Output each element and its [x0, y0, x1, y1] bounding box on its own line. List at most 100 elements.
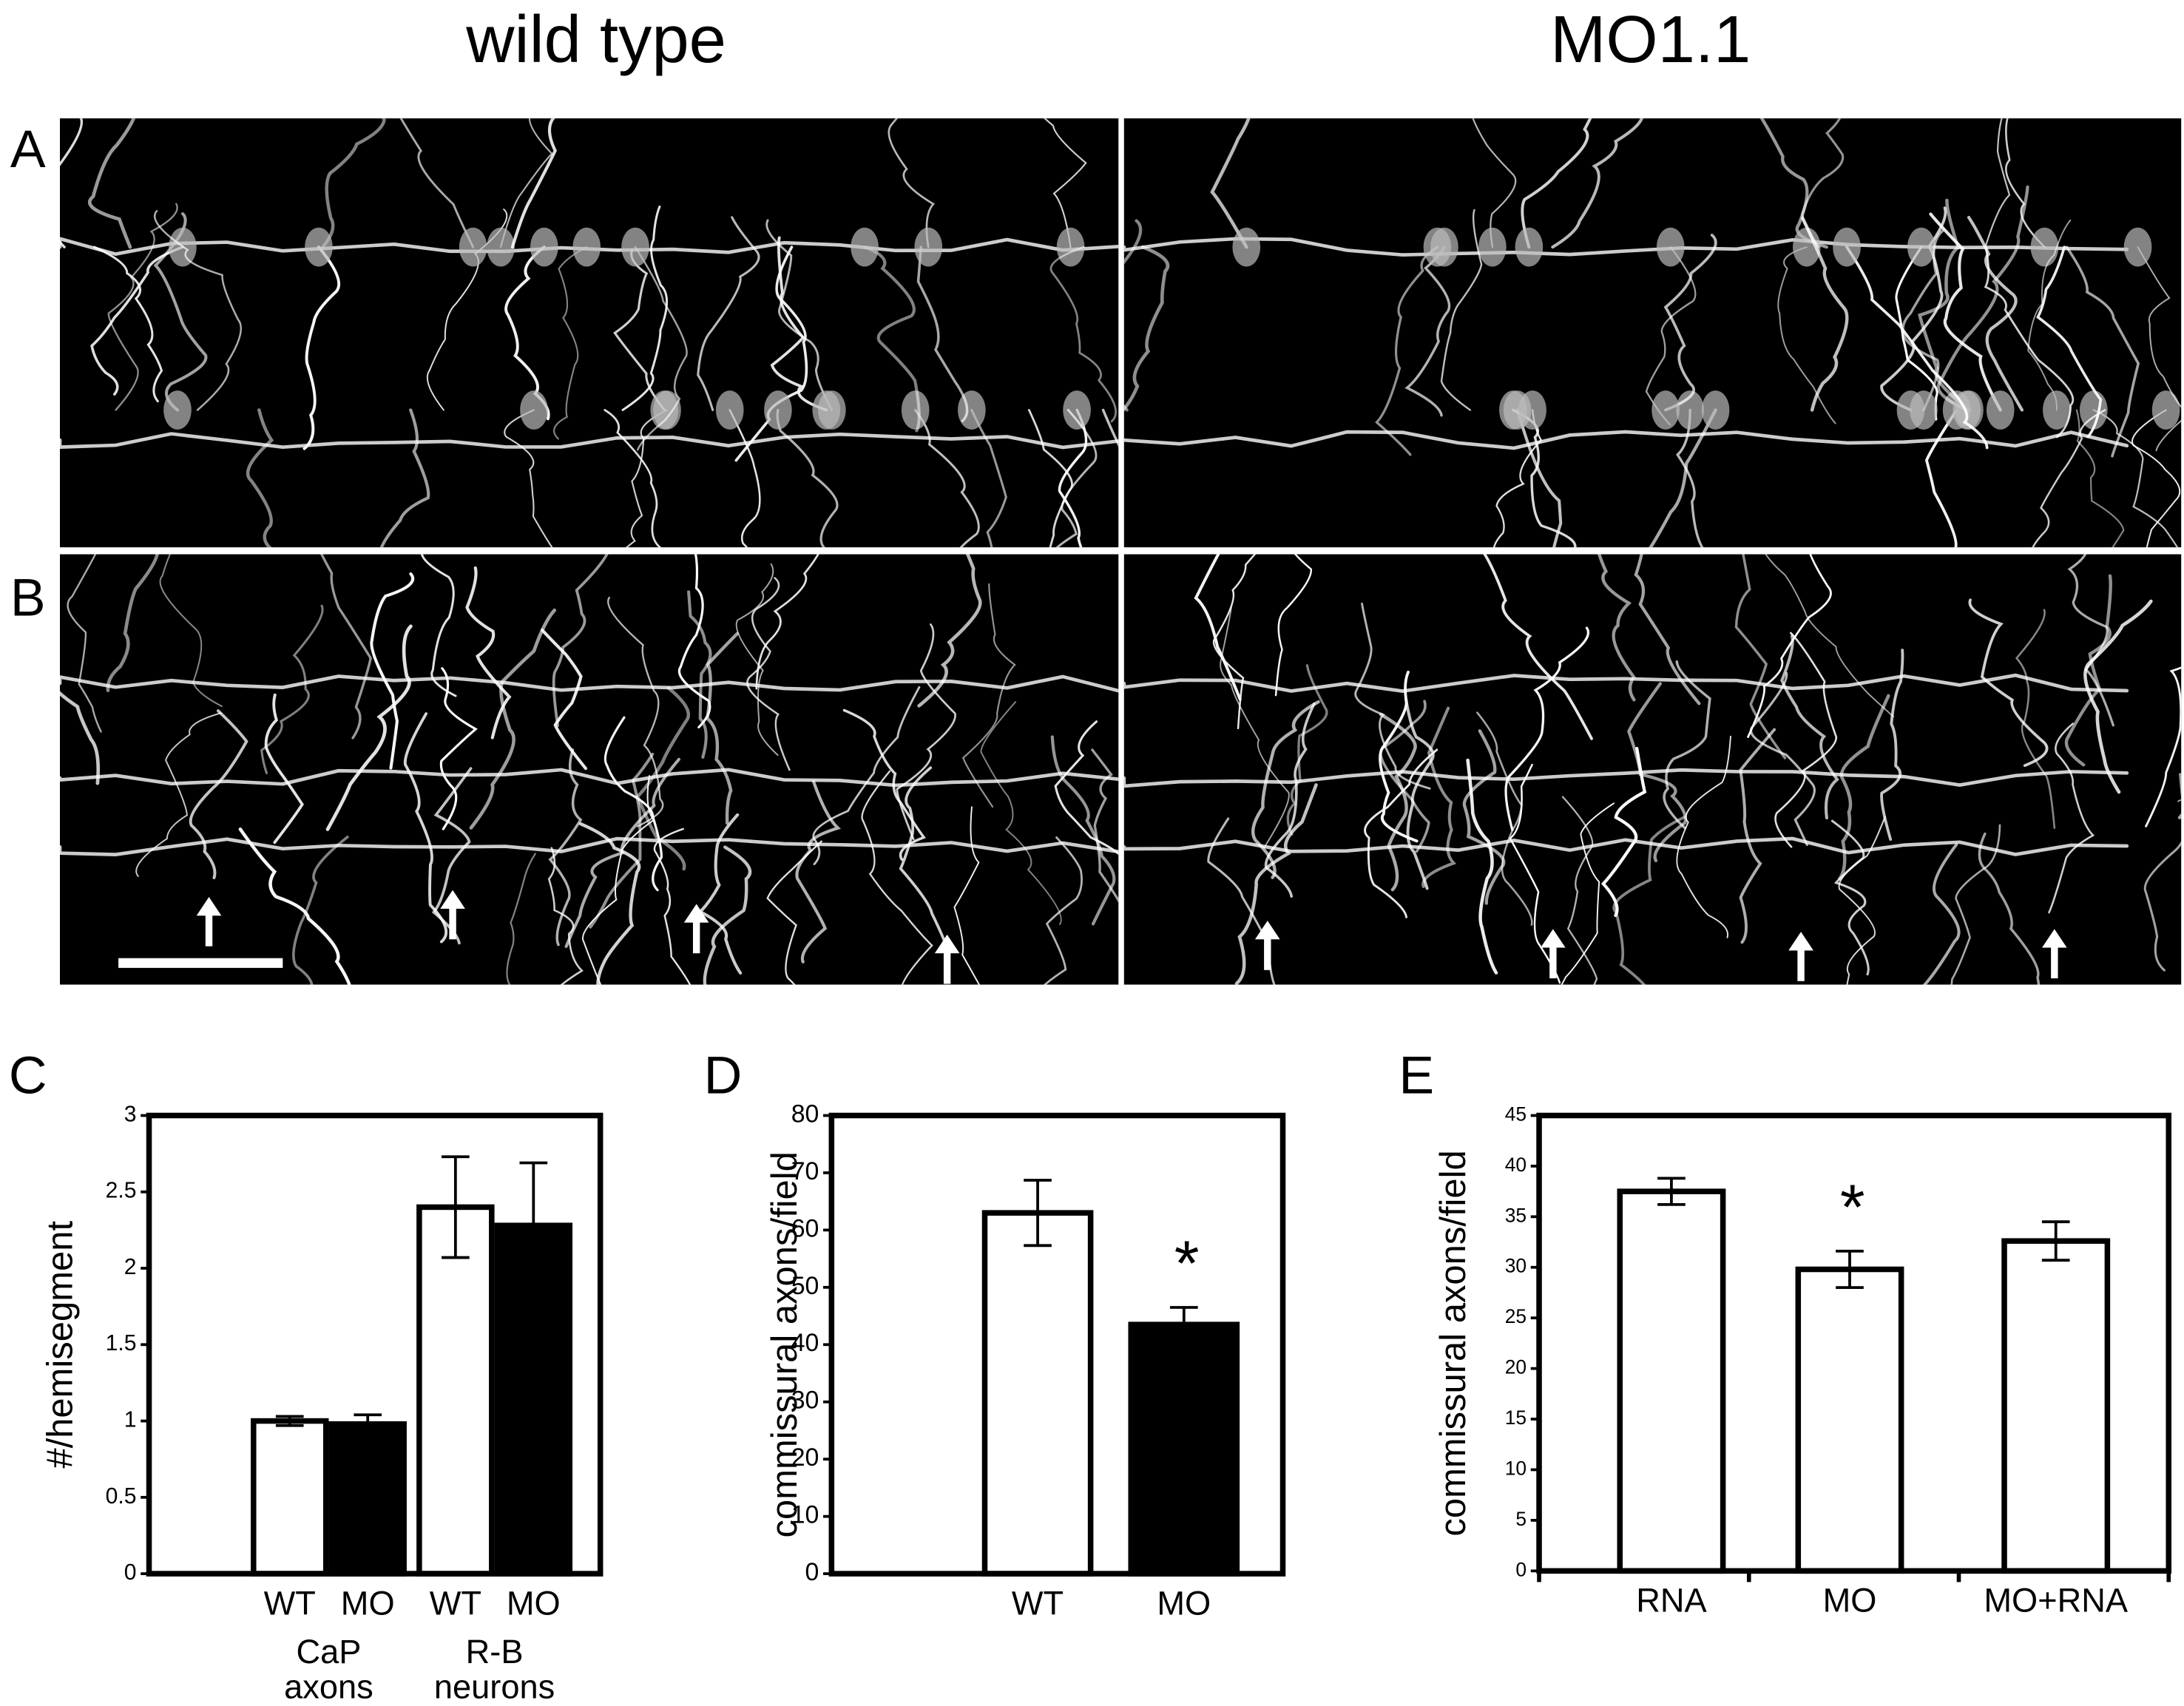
y-tick-label: 50 [791, 1272, 819, 1300]
neurite [1404, 246, 1451, 417]
micrograph-detail [60, 554, 1119, 985]
neurite [1600, 746, 1647, 917]
neurite [2032, 409, 2106, 548]
neurite [728, 409, 761, 548]
neurite [697, 216, 760, 411]
neurite [1476, 711, 1533, 926]
neurite [1404, 697, 1435, 890]
neurite [953, 806, 981, 985]
neurite [1967, 215, 2024, 412]
neurite [1627, 682, 1688, 862]
plot-frame [828, 1112, 1286, 1577]
neurite [60, 118, 84, 248]
axon-tract [1123, 836, 2129, 856]
soma [459, 227, 487, 267]
y-tick-label: 0 [805, 1558, 819, 1586]
column-title: MO1.1 [1550, 2, 1751, 77]
neurite [842, 708, 926, 862]
neurite [2137, 246, 2182, 452]
neurite [135, 712, 222, 877]
arrow [196, 897, 222, 947]
y-tick-label: 10 [791, 1501, 819, 1529]
neurite [765, 219, 834, 411]
neurite [1734, 554, 1787, 759]
neurite [1251, 700, 1320, 879]
neurite [1058, 408, 1088, 548]
neurite [506, 853, 536, 985]
neurite [604, 409, 662, 548]
neurite [746, 577, 791, 771]
neurite [1055, 408, 1098, 548]
neurite [625, 409, 668, 548]
y-tick-label: 2.5 [106, 1179, 137, 1203]
neurite [653, 827, 692, 985]
neurite [1838, 694, 1890, 881]
neurite [153, 210, 243, 411]
neurite [604, 716, 663, 892]
y-tick-label: 40 [1505, 1154, 1527, 1176]
neurite [1264, 702, 1316, 898]
neurite [87, 118, 136, 249]
y-tick-label: 2 [124, 1255, 137, 1279]
neurite [548, 748, 583, 947]
soma [572, 227, 601, 267]
soma [1056, 227, 1085, 267]
neurite [1880, 649, 1904, 841]
soma [958, 390, 986, 430]
neurite [766, 840, 822, 985]
group-label: neurons [434, 1668, 555, 1705]
neurite [863, 246, 921, 433]
y-tick-label: 15 [1505, 1407, 1527, 1429]
neurite [578, 822, 641, 985]
x-tick-label: MO [341, 1584, 395, 1622]
y-tick-label: 45 [1505, 1103, 1527, 1125]
neurite [1440, 209, 1483, 411]
neurite [292, 836, 349, 985]
neurite [770, 236, 828, 412]
panel-label: B [10, 568, 46, 627]
soma [530, 227, 558, 267]
neurite [962, 583, 1016, 808]
neurite [1043, 836, 1083, 985]
neurite [635, 686, 691, 871]
neurite [1663, 234, 1717, 412]
neurite [2027, 219, 2072, 411]
y-tick-label: 35 [1505, 1204, 1527, 1226]
arrow [683, 904, 709, 954]
bar [328, 1421, 407, 1577]
soma [812, 390, 841, 430]
neurite [465, 566, 512, 739]
group-label: axons [284, 1668, 373, 1705]
neurite [510, 118, 558, 249]
neurite [1649, 408, 1717, 548]
neurite [325, 624, 413, 831]
y-tick-label: 1 [124, 1408, 137, 1432]
neurite [67, 554, 102, 733]
neurite [238, 827, 351, 985]
bar [1617, 1188, 1726, 1574]
y-tick-label: 30 [1505, 1255, 1527, 1277]
neurite [776, 408, 839, 548]
neurite [2065, 246, 2140, 458]
neurite [1978, 832, 2041, 985]
neurite [264, 693, 304, 844]
micrograph-detail [60, 118, 1119, 548]
soma [1907, 227, 1935, 267]
soma [764, 390, 792, 430]
y-tick-label: 1.5 [106, 1331, 137, 1355]
y-tick-label: 40 [791, 1329, 819, 1357]
neurite [60, 691, 101, 785]
neurite [613, 248, 666, 411]
soma [1478, 227, 1507, 267]
scale-bar [118, 958, 283, 968]
arrow [1788, 932, 1813, 981]
neurite [1663, 660, 1711, 830]
y-axis-label: commissural axons/field [1433, 1150, 1473, 1536]
bar [251, 1418, 329, 1577]
neurite [1210, 118, 1251, 249]
neurite [106, 554, 159, 693]
soma [1232, 227, 1261, 267]
neurite [2075, 409, 2125, 548]
soma [901, 390, 930, 430]
y-axis-label: commissural axons/field [765, 1151, 805, 1537]
